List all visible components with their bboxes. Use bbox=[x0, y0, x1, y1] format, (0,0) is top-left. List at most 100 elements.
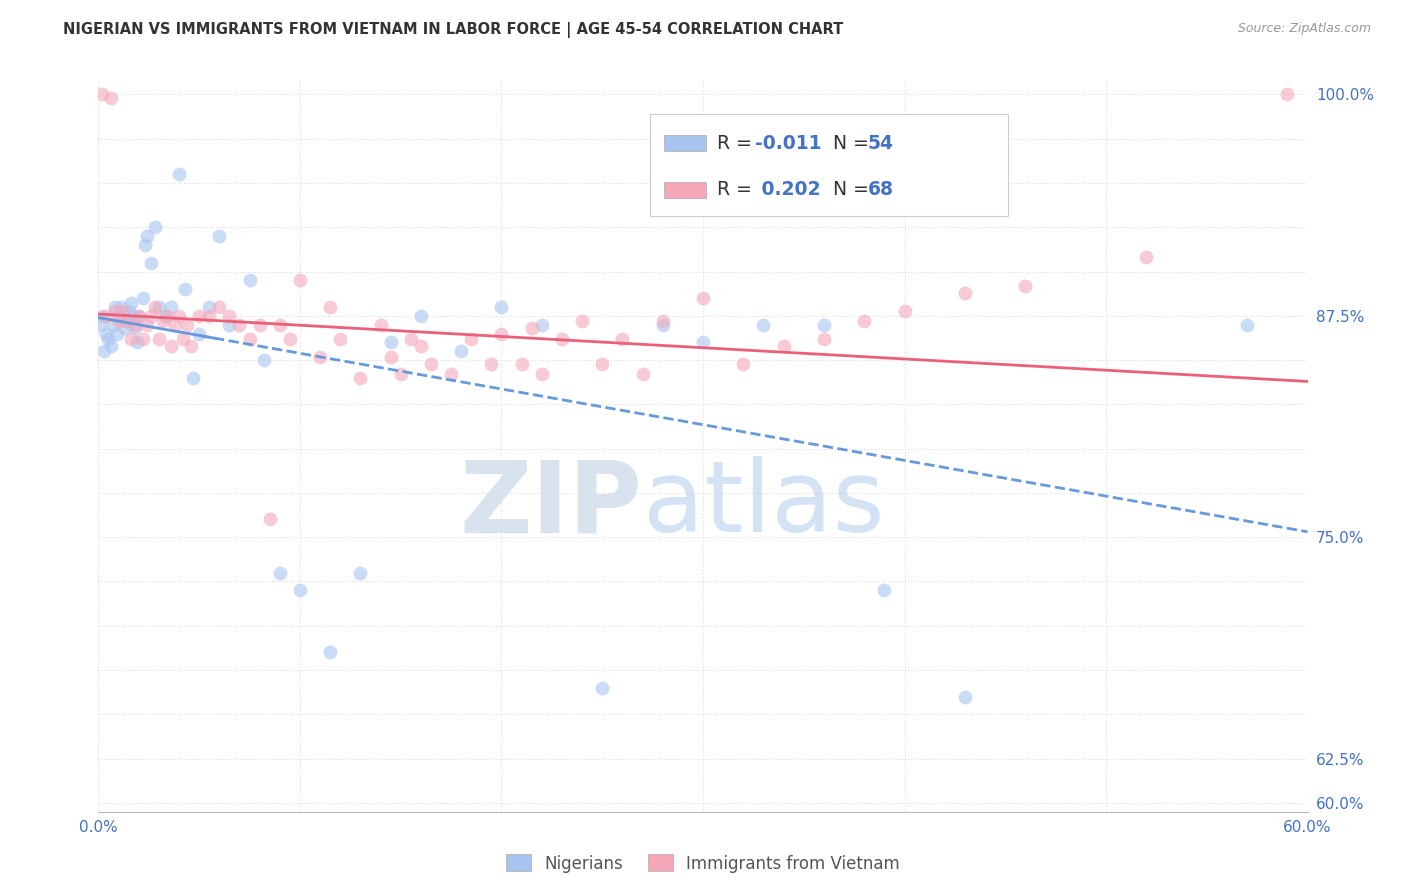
Point bbox=[481, 357, 503, 371]
Point bbox=[91, 87, 114, 102]
Point bbox=[269, 566, 291, 580]
Point bbox=[813, 332, 835, 346]
Point bbox=[772, 339, 794, 353]
Point bbox=[530, 318, 553, 332]
Point bbox=[120, 332, 142, 346]
Point bbox=[103, 303, 125, 318]
Point bbox=[111, 303, 134, 318]
Point bbox=[124, 318, 146, 332]
Text: N =: N = bbox=[832, 134, 875, 153]
Point bbox=[460, 332, 482, 346]
Point bbox=[160, 339, 183, 353]
Point bbox=[953, 690, 976, 704]
Point bbox=[91, 309, 114, 323]
Point bbox=[1277, 87, 1299, 102]
Point bbox=[253, 353, 276, 368]
Point bbox=[132, 291, 155, 305]
Point bbox=[349, 566, 371, 580]
Point bbox=[103, 300, 125, 314]
Point bbox=[380, 335, 402, 350]
Point bbox=[118, 303, 141, 318]
Point bbox=[163, 318, 186, 332]
Point bbox=[530, 368, 553, 382]
Point bbox=[520, 321, 543, 335]
Point bbox=[115, 314, 138, 328]
Point bbox=[160, 300, 183, 314]
Point bbox=[319, 645, 342, 659]
Point bbox=[239, 332, 262, 346]
Point bbox=[198, 309, 221, 323]
Point bbox=[269, 318, 291, 332]
Point bbox=[101, 318, 124, 332]
Point bbox=[218, 309, 240, 323]
Point bbox=[510, 357, 533, 371]
Point bbox=[132, 332, 155, 346]
Point bbox=[651, 314, 673, 328]
Point bbox=[188, 309, 211, 323]
Point bbox=[239, 273, 262, 287]
Point bbox=[124, 321, 146, 335]
Point bbox=[692, 291, 714, 305]
Point bbox=[100, 339, 122, 353]
Point bbox=[143, 300, 166, 314]
Point bbox=[873, 583, 896, 598]
Point bbox=[218, 318, 240, 332]
Point bbox=[114, 321, 136, 335]
Point bbox=[389, 368, 412, 382]
Point bbox=[752, 318, 775, 332]
Point bbox=[450, 344, 472, 359]
Point bbox=[288, 273, 311, 287]
Text: NIGERIAN VS IMMIGRANTS FROM VIETNAM IN LABOR FORCE | AGE 45-54 CORRELATION CHART: NIGERIAN VS IMMIGRANTS FROM VIETNAM IN L… bbox=[63, 22, 844, 38]
Point bbox=[180, 339, 202, 353]
Point bbox=[692, 335, 714, 350]
Point bbox=[134, 238, 156, 252]
Point bbox=[93, 344, 115, 359]
Point bbox=[249, 318, 271, 332]
Point bbox=[491, 300, 513, 314]
Point bbox=[181, 371, 204, 385]
Point bbox=[551, 332, 574, 346]
Point bbox=[853, 314, 876, 328]
Point bbox=[156, 309, 179, 323]
Point bbox=[631, 368, 654, 382]
Point bbox=[174, 282, 197, 296]
Point bbox=[278, 332, 301, 346]
Point bbox=[591, 681, 613, 695]
Point bbox=[651, 318, 673, 332]
Point bbox=[120, 296, 142, 310]
Point bbox=[110, 300, 132, 314]
Point bbox=[135, 318, 157, 332]
Point bbox=[167, 309, 190, 323]
Point bbox=[100, 91, 122, 105]
Point bbox=[96, 309, 118, 323]
Point bbox=[208, 229, 231, 244]
Point bbox=[105, 326, 128, 341]
Point bbox=[167, 167, 190, 181]
Point bbox=[259, 512, 281, 526]
Point bbox=[813, 318, 835, 332]
Text: R =: R = bbox=[717, 180, 758, 199]
Point bbox=[612, 332, 634, 346]
Point bbox=[115, 314, 138, 328]
Point bbox=[152, 314, 174, 328]
Point bbox=[288, 583, 311, 598]
Point bbox=[139, 256, 162, 270]
Point bbox=[733, 357, 755, 371]
Point bbox=[440, 368, 463, 382]
Point bbox=[89, 318, 111, 332]
Point bbox=[309, 350, 332, 364]
Point bbox=[128, 309, 150, 323]
Text: 0.202: 0.202 bbox=[755, 180, 821, 199]
Point bbox=[135, 229, 157, 244]
Point bbox=[349, 371, 371, 385]
Text: -0.011: -0.011 bbox=[755, 134, 821, 153]
Text: 54: 54 bbox=[868, 134, 894, 153]
Point bbox=[893, 303, 915, 318]
Point bbox=[153, 309, 176, 323]
Point bbox=[409, 309, 432, 323]
Point bbox=[125, 335, 148, 350]
Point bbox=[107, 314, 129, 328]
Point bbox=[198, 300, 221, 314]
Point bbox=[208, 300, 231, 314]
Point bbox=[107, 309, 129, 323]
